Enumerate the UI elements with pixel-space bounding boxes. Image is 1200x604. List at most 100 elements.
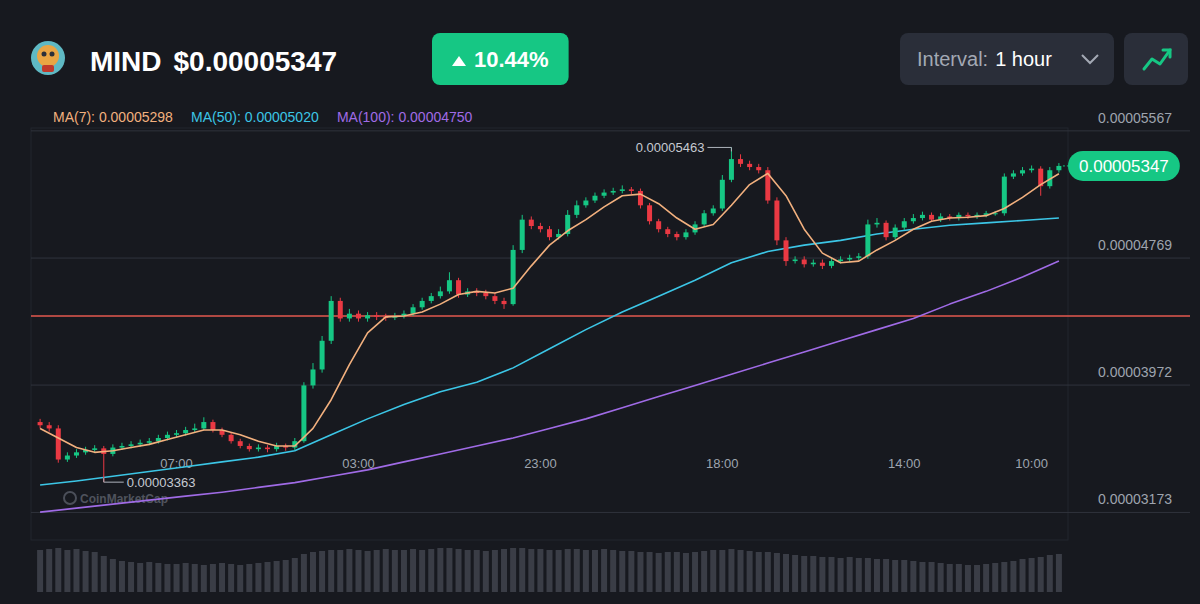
volume-bar bbox=[401, 550, 407, 592]
chevron[interactable] bbox=[1082, 55, 1098, 63]
volume-bar bbox=[255, 563, 261, 592]
candle-body bbox=[1029, 169, 1034, 171]
candle-body bbox=[183, 430, 188, 433]
volume-bar bbox=[192, 564, 198, 592]
interval-dropdown-bg[interactable] bbox=[900, 33, 1114, 85]
volume-bar bbox=[319, 551, 325, 592]
volume-bar bbox=[210, 564, 216, 592]
volume-bar bbox=[501, 549, 507, 592]
candle-body bbox=[702, 213, 707, 224]
volume-bar bbox=[801, 556, 807, 592]
change-badge: 10.44% bbox=[432, 33, 569, 85]
candle-body bbox=[720, 180, 725, 209]
interval-label[interactable]: Interval: bbox=[917, 48, 988, 70]
candle-body bbox=[911, 218, 916, 221]
volume-bar bbox=[883, 559, 889, 592]
candle-body bbox=[529, 220, 534, 226]
background bbox=[0, 0, 1200, 604]
volume-bar bbox=[474, 550, 480, 592]
volume-bar bbox=[901, 560, 907, 592]
candle-body bbox=[611, 191, 616, 193]
volume-bar bbox=[237, 565, 243, 592]
volume-bar bbox=[146, 562, 152, 592]
candle-body bbox=[838, 259, 843, 261]
y-tick-label: 0.00003972 bbox=[1098, 364, 1172, 380]
chart-type-button-bg[interactable] bbox=[1124, 33, 1188, 85]
candle-body bbox=[965, 215, 970, 217]
interval-value[interactable]: 1 hour bbox=[995, 48, 1052, 70]
volume-bar bbox=[201, 565, 207, 592]
volume-bar bbox=[583, 550, 589, 592]
volume-bar bbox=[992, 563, 998, 592]
volume-bar bbox=[665, 552, 671, 592]
candle-body bbox=[874, 223, 879, 225]
volume-bar bbox=[164, 564, 170, 592]
candle-body bbox=[665, 229, 670, 234]
volume-bar bbox=[92, 552, 98, 592]
legend-entry: MA(50): 0.00005020 bbox=[191, 109, 319, 125]
plot-area bbox=[38, 147, 1062, 512]
candle-body bbox=[820, 263, 825, 266]
volume-bar bbox=[510, 548, 516, 592]
chart-type-button[interactable] bbox=[1124, 33, 1188, 85]
volume-bar bbox=[956, 564, 962, 592]
volume-bar bbox=[919, 562, 925, 592]
volume-bar bbox=[719, 550, 725, 592]
change-badge-bg bbox=[432, 33, 569, 85]
volume-bar bbox=[483, 551, 489, 592]
candle-body bbox=[538, 226, 543, 229]
candle-body bbox=[629, 189, 634, 191]
avatar-icon bbox=[31, 41, 65, 75]
candle-body bbox=[847, 258, 852, 260]
candle-body bbox=[65, 456, 70, 460]
last-price-tag bbox=[1068, 151, 1180, 181]
candle-body bbox=[829, 261, 834, 266]
volume-bar bbox=[519, 548, 525, 592]
watermark-logo bbox=[64, 492, 76, 504]
avatar-body bbox=[42, 65, 54, 72]
candle-body bbox=[902, 221, 907, 227]
y-tick-label: 0.00005567 bbox=[1098, 110, 1172, 126]
candle-body bbox=[602, 193, 607, 196]
candle-body bbox=[492, 296, 497, 301]
line-chart-icon[interactable] bbox=[1163, 50, 1170, 57]
change-value: 10.44% bbox=[474, 47, 549, 72]
volume-bar bbox=[974, 565, 980, 592]
volume-bar bbox=[637, 552, 643, 592]
candle-wick bbox=[194, 424, 195, 433]
candle-body bbox=[674, 234, 679, 237]
line-chart-icon[interactable] bbox=[1144, 50, 1170, 69]
grid-line bbox=[31, 258, 1190, 259]
candle-body bbox=[929, 215, 934, 220]
price: $0.00005347 bbox=[174, 46, 338, 77]
volume-bar bbox=[37, 550, 43, 592]
volume-bar bbox=[55, 548, 61, 592]
x-tick-label: 23:00 bbox=[524, 456, 557, 471]
volume-bar bbox=[283, 560, 289, 592]
volume-bar bbox=[938, 563, 944, 592]
volume-bar bbox=[301, 554, 307, 592]
candle-body bbox=[1011, 173, 1016, 176]
candle-body bbox=[502, 301, 507, 304]
candle-body bbox=[865, 224, 870, 256]
x-tick-label: 14:00 bbox=[888, 456, 921, 471]
volume-bar bbox=[1029, 558, 1035, 592]
volume-bar bbox=[1056, 554, 1062, 592]
volume-bar bbox=[828, 557, 834, 592]
volume-bar bbox=[246, 564, 252, 592]
volume-bar bbox=[792, 555, 798, 592]
candle-body bbox=[438, 291, 443, 296]
volume-bar bbox=[437, 548, 443, 592]
candle-body bbox=[920, 215, 925, 218]
volume-bar bbox=[692, 552, 698, 592]
legend-entry: MA(7): 0.00005298 bbox=[53, 109, 173, 125]
candle-body bbox=[92, 448, 97, 450]
volume-bar bbox=[465, 550, 471, 592]
annotation-label: 0.00003363 bbox=[127, 475, 196, 490]
interval-dropdown[interactable]: Interval: 1 hour bbox=[900, 33, 1114, 85]
volume-bar bbox=[274, 561, 280, 592]
candle-body bbox=[774, 201, 779, 241]
candle-body bbox=[338, 301, 343, 319]
candle-body bbox=[683, 232, 688, 237]
volume-bar bbox=[137, 563, 143, 592]
